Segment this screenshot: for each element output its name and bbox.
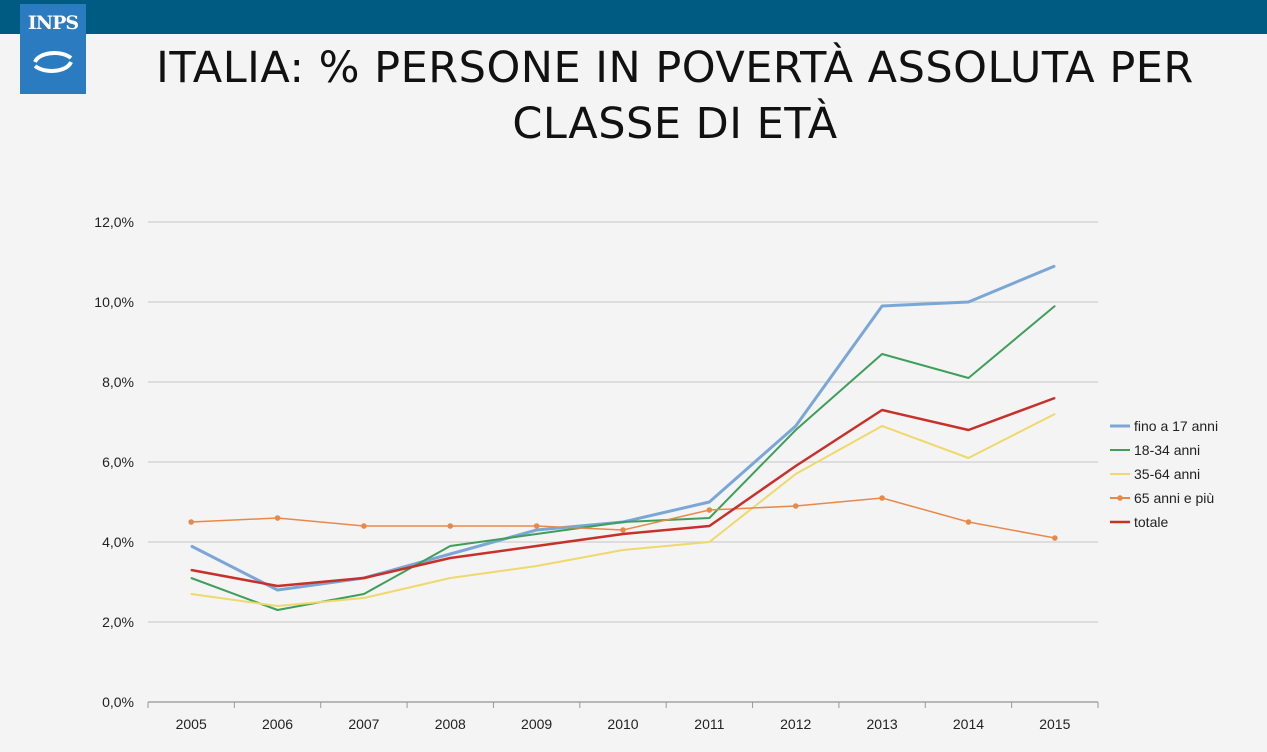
y-tick-label: 10,0% <box>94 294 134 310</box>
inps-logo: INPS <box>20 4 86 94</box>
data-point <box>190 593 192 595</box>
x-tick-label: 2013 <box>867 716 898 732</box>
data-point <box>363 597 365 599</box>
data-point <box>794 425 797 427</box>
data-point <box>794 473 797 475</box>
x-tick-label: 2008 <box>435 716 466 732</box>
x-tick-label: 2012 <box>780 716 811 732</box>
data-point <box>706 507 713 513</box>
y-tick-label: 2,0% <box>102 614 134 630</box>
series-line <box>190 396 1056 588</box>
data-point <box>881 409 883 411</box>
data-point <box>967 301 970 303</box>
data-point <box>535 545 538 547</box>
data-point <box>533 523 540 529</box>
data-point <box>449 545 452 547</box>
data-point <box>708 525 711 527</box>
data-point <box>708 501 711 503</box>
y-tick-label: 4,0% <box>102 534 134 550</box>
data-point <box>881 305 883 307</box>
data-point <box>274 515 281 521</box>
x-tick-label: 2007 <box>348 716 379 732</box>
y-tick-label: 8,0% <box>102 374 134 390</box>
x-tick-label: 2011 <box>694 716 724 732</box>
data-point <box>276 585 279 587</box>
x-tick-label: 2006 <box>262 716 293 732</box>
data-point <box>190 569 192 571</box>
data-point <box>1054 265 1056 267</box>
legend-label: 35-64 anni <box>1134 466 1200 482</box>
data-point <box>276 609 279 611</box>
data-point <box>190 577 192 579</box>
y-tick-label: 6,0% <box>102 454 134 470</box>
data-point <box>881 425 883 427</box>
legend-label: fino a 17 anni <box>1134 418 1218 434</box>
logo-text: INPS <box>27 12 79 34</box>
x-tick-label: 2005 <box>176 716 207 732</box>
legend-label: 18-34 anni <box>1134 442 1200 458</box>
data-point <box>965 519 972 525</box>
data-point <box>1054 397 1056 399</box>
data-point <box>622 533 624 535</box>
y-tick-label: 12,0% <box>94 214 134 230</box>
data-point <box>188 519 194 525</box>
x-tick-label: 2010 <box>607 716 638 732</box>
data-point <box>447 523 454 529</box>
data-point <box>967 429 970 431</box>
data-point <box>276 589 279 591</box>
data-point <box>535 529 538 531</box>
data-point <box>449 577 452 579</box>
data-point <box>1052 535 1058 541</box>
logo-emblem-icon <box>33 51 73 73</box>
data-point <box>449 557 452 559</box>
data-point <box>1054 413 1056 415</box>
top-bar <box>0 0 1267 34</box>
data-point <box>622 521 624 523</box>
data-point <box>794 465 797 467</box>
legend-marker <box>1117 495 1123 501</box>
data-point <box>792 503 799 509</box>
data-point <box>276 605 279 607</box>
data-point <box>967 457 970 459</box>
slide-title: ITALIA: % PERSONE IN POVERTÀ ASSOLUTA PE… <box>110 40 1240 152</box>
data-point <box>708 541 711 543</box>
title-line-1: ITALIA: % PERSONE IN POVERTÀ ASSOLUTA PE… <box>156 43 1194 93</box>
x-tick-label: 2009 <box>521 716 552 732</box>
data-point <box>535 533 538 535</box>
data-point <box>708 517 711 519</box>
series-line <box>190 305 1056 611</box>
legend-label: 65 anni e più <box>1134 490 1214 506</box>
data-point <box>620 527 626 533</box>
data-point <box>190 545 192 547</box>
data-point <box>794 429 797 431</box>
data-point <box>535 565 538 567</box>
legend-label: totale <box>1134 514 1168 530</box>
x-tick-label: 2015 <box>1039 716 1070 732</box>
y-tick-label: 0,0% <box>102 694 134 710</box>
data-point <box>881 353 883 355</box>
data-point <box>967 377 970 379</box>
data-point <box>1054 305 1056 307</box>
data-point <box>879 495 885 501</box>
data-point <box>361 523 367 529</box>
title-line-2: CLASSE DI ETÀ <box>512 99 838 149</box>
x-tick-label: 2014 <box>953 716 984 732</box>
data-point <box>363 577 365 579</box>
data-point <box>449 553 452 555</box>
data-point <box>622 549 624 551</box>
data-point <box>363 593 365 595</box>
